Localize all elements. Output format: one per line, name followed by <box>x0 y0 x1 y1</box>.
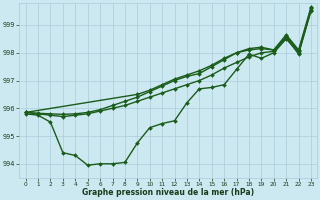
X-axis label: Graphe pression niveau de la mer (hPa): Graphe pression niveau de la mer (hPa) <box>82 188 254 197</box>
